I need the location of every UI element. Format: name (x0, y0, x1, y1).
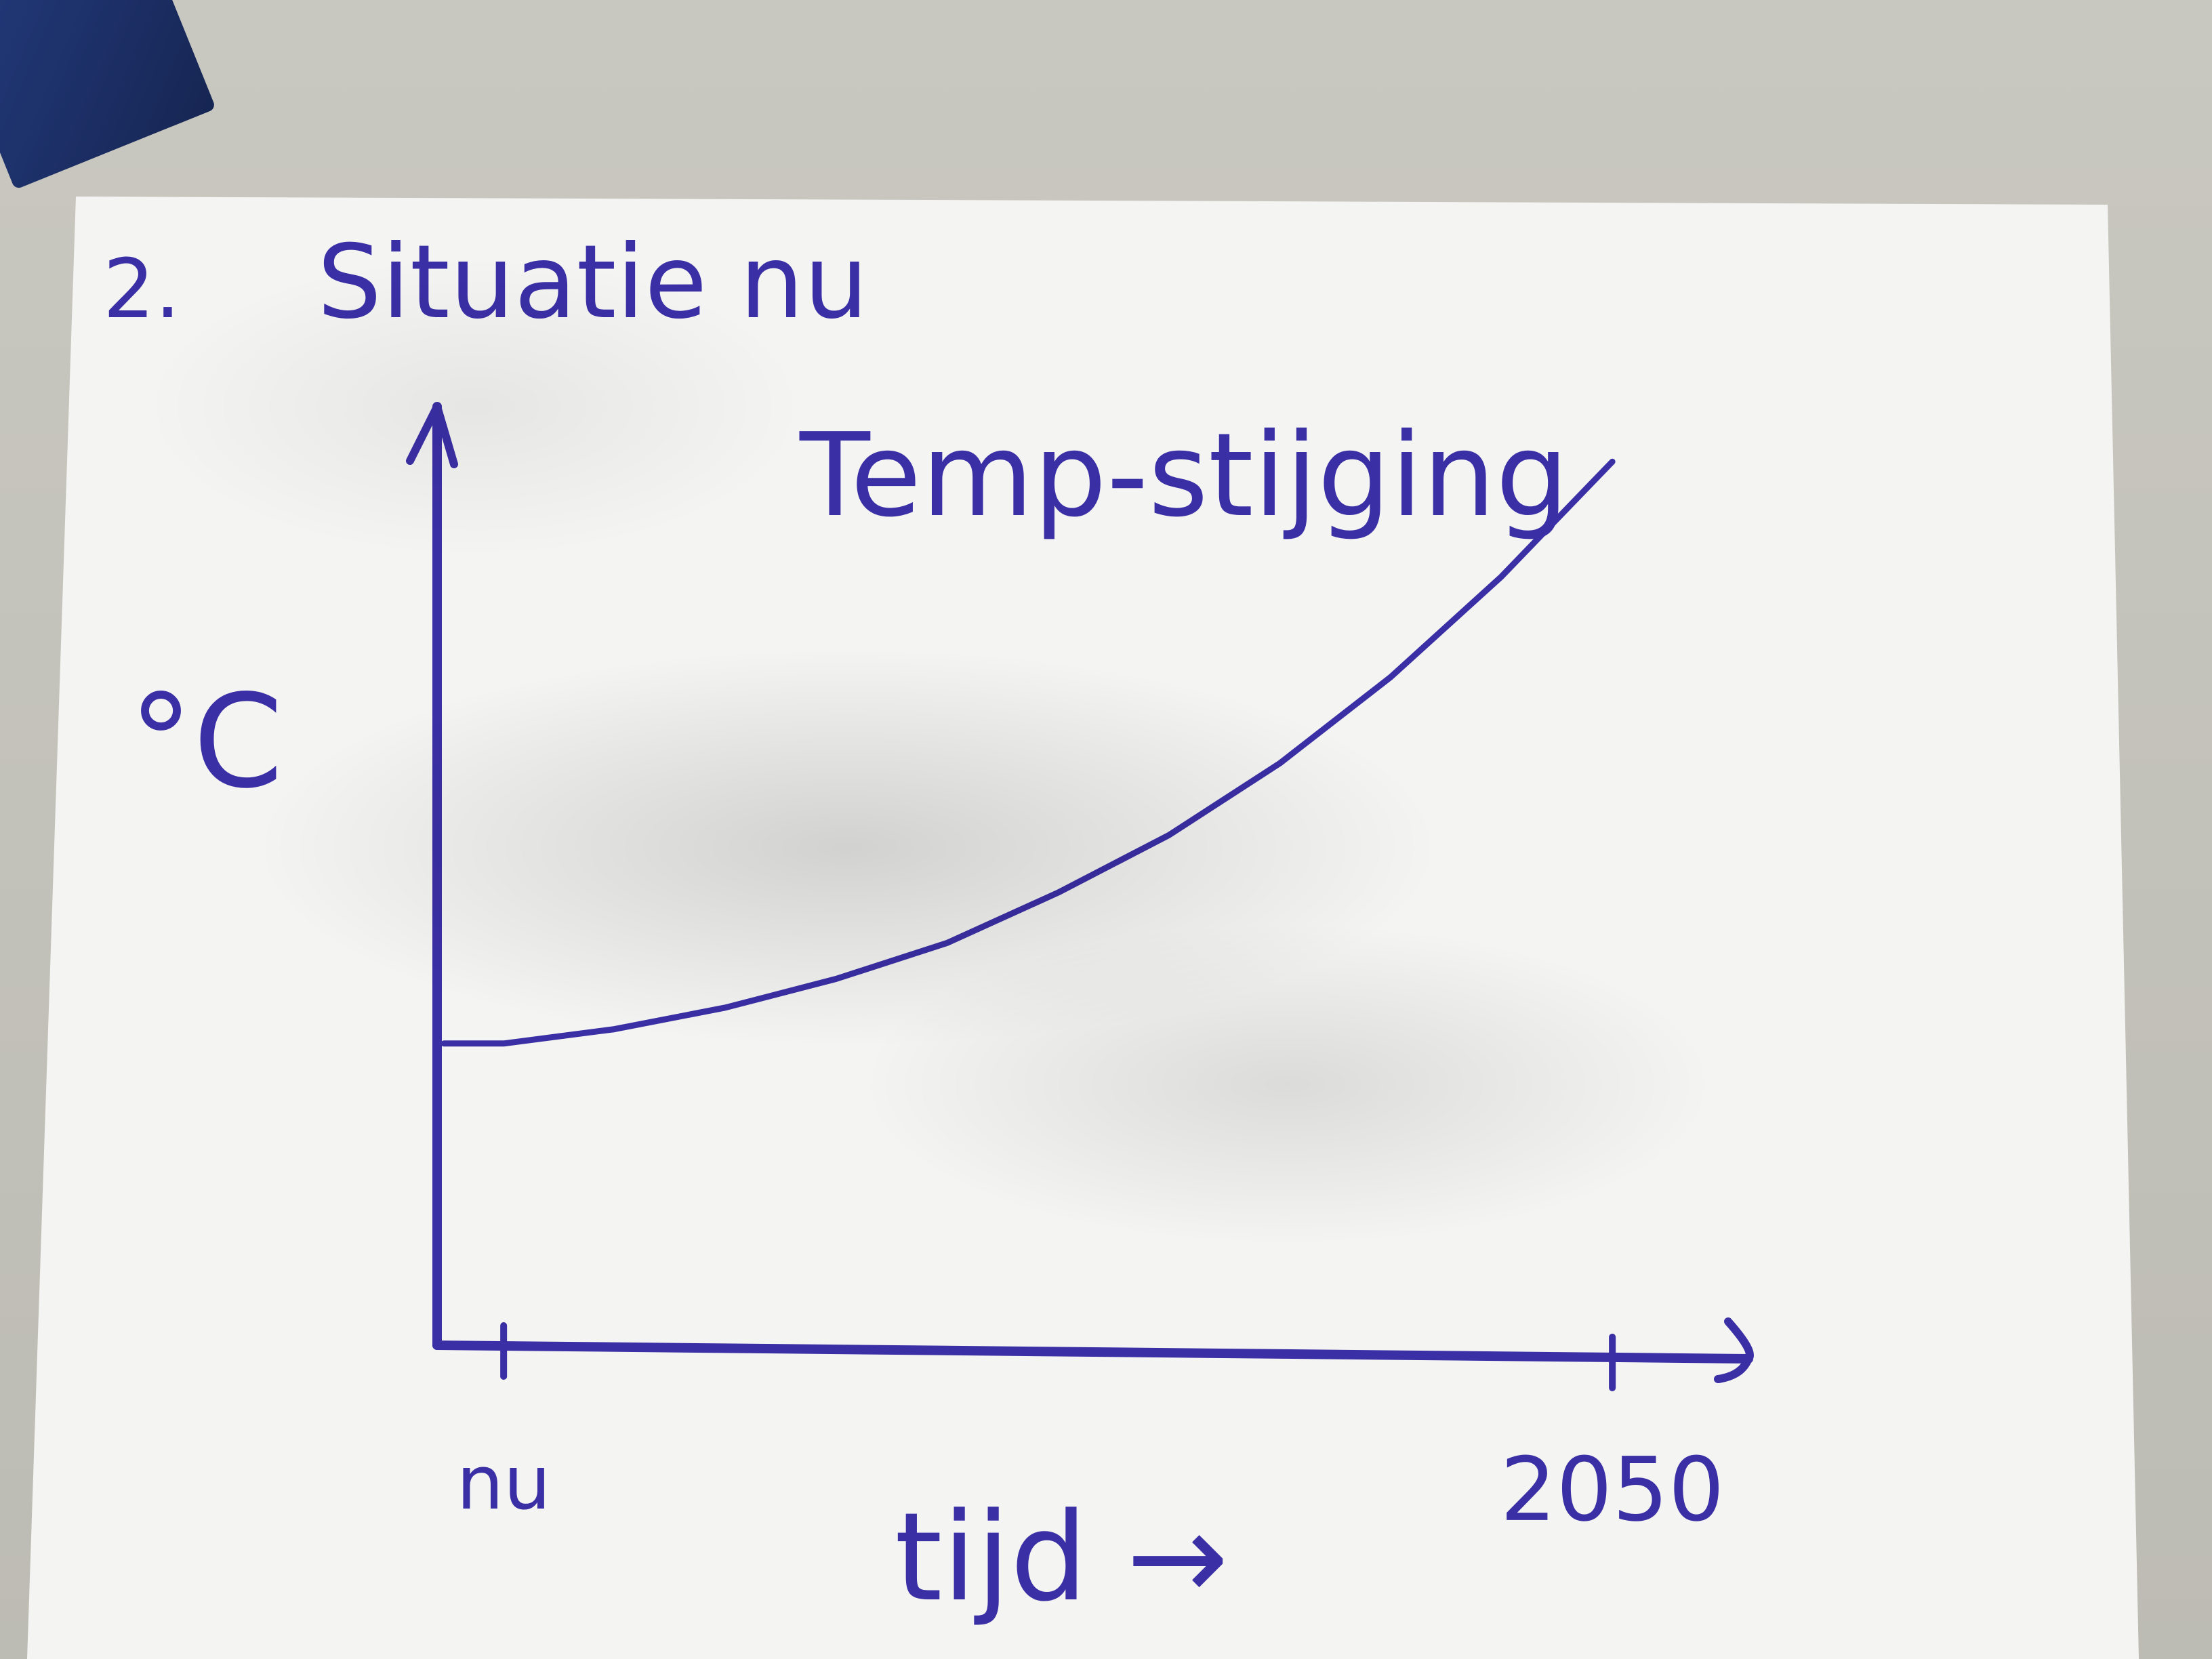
x-axis-arrowhead (1714, 1317, 1754, 1383)
y-axis-label: °C (129, 667, 283, 817)
temperature-series-line (441, 458, 1616, 1047)
x-axis-line (432, 1340, 1753, 1364)
chart-title: Temp-stijging (799, 409, 1569, 543)
paper-background (27, 197, 2139, 1659)
x-tick-label: 2050 (1500, 1438, 1725, 1541)
heading-number: 2. (103, 243, 181, 337)
x-tick-label: nu (456, 1439, 550, 1526)
chart-plot-area: nu 2050 (406, 402, 1754, 1541)
y-axis-arrowhead (406, 403, 458, 468)
x-axis-label: tijd → (895, 1487, 1229, 1629)
heading-text: Situatie nu (317, 224, 868, 342)
